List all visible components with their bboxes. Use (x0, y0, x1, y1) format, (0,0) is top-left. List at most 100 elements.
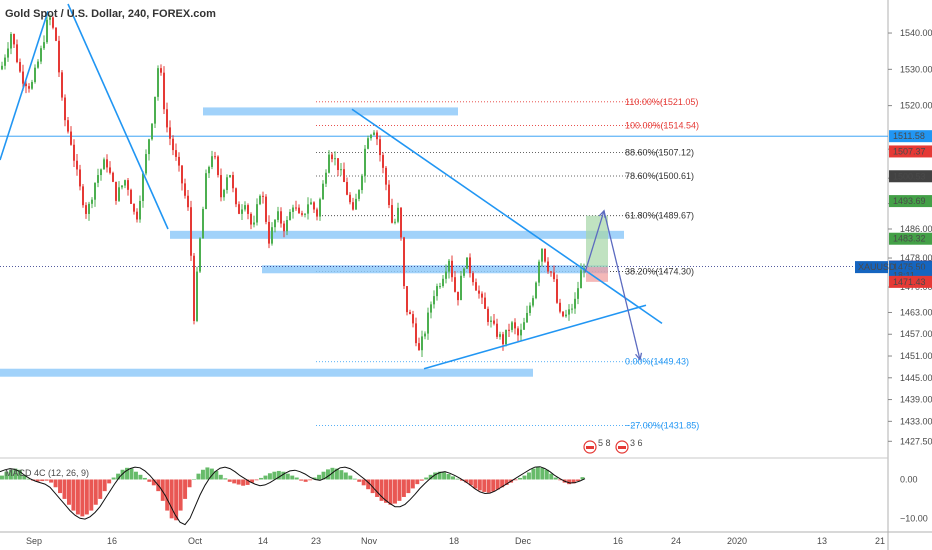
candle-body (325, 172, 327, 184)
macd-bar (451, 476, 455, 480)
macd-bar (468, 479, 473, 486)
support-resistance-zones[interactable] (0, 107, 624, 377)
candle-body (493, 320, 495, 324)
macd-bar (357, 479, 362, 482)
macd-bar (486, 479, 491, 493)
macd-bar (526, 472, 531, 480)
macd-bar (245, 479, 250, 485)
trendline[interactable] (423, 304, 647, 370)
macd-bar (165, 479, 170, 511)
candle-body (55, 27, 57, 41)
projection-arrows[interactable] (584, 209, 643, 362)
macd-bar (442, 472, 447, 480)
candle-body (382, 155, 384, 168)
candle-body (148, 139, 150, 155)
macd-bar (200, 469, 205, 480)
macd-bar (294, 477, 299, 480)
candle-body (436, 286, 438, 297)
candle-body (97, 175, 99, 183)
candle-body (529, 305, 531, 313)
candle-body (415, 323, 417, 344)
candle-body (565, 314, 567, 317)
candle-body (532, 298, 534, 306)
loss-box[interactable] (586, 267, 608, 282)
candle-body (250, 213, 252, 225)
candle-body (496, 323, 498, 337)
price-tick-label: 1486.00 (900, 224, 932, 234)
candle-body (112, 172, 114, 182)
symbol-tag-label: XAUUSD (858, 262, 896, 272)
candle-body (514, 322, 516, 329)
candle-body (304, 213, 306, 215)
price-tag (889, 145, 932, 158)
price-tag-label: 1475.50 (893, 262, 926, 272)
zone-rect[interactable] (203, 107, 458, 116)
trendlines[interactable] (0, 3, 663, 370)
candle-body (568, 309, 570, 315)
zone-rect[interactable] (262, 265, 608, 274)
zone-rect[interactable] (170, 230, 624, 239)
profit-box[interactable] (586, 215, 608, 268)
time-axis[interactable]: Sep 16 Oct 14 23 Nov 18 Dec 16 24 2020 13 21 (26, 536, 885, 546)
candle-body (139, 200, 141, 220)
macd-bar (151, 479, 156, 486)
candle-body (142, 173, 144, 201)
candle-body (100, 169, 102, 176)
candle-body (466, 257, 468, 269)
arrow-head-icon[interactable] (635, 352, 643, 362)
macd-bar (544, 469, 549, 480)
projection-arrow-line[interactable] (584, 210, 605, 273)
macd-bar (495, 479, 500, 490)
projection-arrow-line[interactable] (603, 210, 641, 360)
zone-rect[interactable] (0, 368, 533, 377)
candle-body (277, 211, 279, 220)
candle-body (127, 180, 129, 190)
trendline[interactable] (67, 3, 169, 230)
time-tick-label: 14 (258, 536, 268, 546)
candle-body (217, 156, 219, 176)
candle-body (283, 223, 285, 232)
candle-body (37, 61, 39, 68)
candle-body (409, 312, 411, 315)
candle-body (226, 177, 228, 190)
fib-level-label: 88.60%(1507.12) (625, 147, 694, 157)
macd-bar (558, 479, 563, 481)
risk-reward-box[interactable] (586, 215, 608, 282)
candle-body (67, 120, 69, 132)
macd-bar (343, 472, 348, 480)
candle-body (28, 86, 30, 89)
candle-body (19, 62, 21, 72)
candle-body (208, 166, 210, 174)
price-tags: 1511.58 1507.37 1500.53 1493.69 1483.32 1475.… (855, 130, 932, 288)
macd-bar (75, 479, 80, 515)
macd-bar (375, 479, 380, 497)
candle-body (79, 169, 81, 187)
macd-bar (334, 468, 339, 480)
candle-body (502, 334, 504, 345)
candle-body (322, 183, 324, 200)
event-icons[interactable]: 5 8 3 6 (583, 438, 643, 454)
candle-body (193, 255, 195, 321)
candle-body (361, 175, 363, 191)
candle-body (280, 211, 282, 224)
candle-body (490, 320, 492, 322)
macd-bar (142, 477, 147, 480)
candle-body (4, 57, 6, 66)
candle-body (157, 68, 159, 97)
macd-bar (133, 471, 138, 480)
horizontal-price-lines (0, 135, 888, 268)
candle-body (166, 109, 168, 128)
macd-bar (223, 478, 228, 480)
event-count: 5 8 (598, 438, 611, 448)
trendline[interactable] (0, 11, 49, 161)
candle-body (388, 184, 390, 206)
candle-body (460, 275, 462, 301)
candle-body (268, 221, 270, 244)
candle-body (370, 134, 372, 139)
price-tick-label: 1463.00 (900, 307, 932, 317)
macd-bar (361, 479, 366, 486)
trendline[interactable] (351, 108, 663, 325)
candle-body (541, 248, 543, 262)
macd-bar (129, 468, 134, 480)
